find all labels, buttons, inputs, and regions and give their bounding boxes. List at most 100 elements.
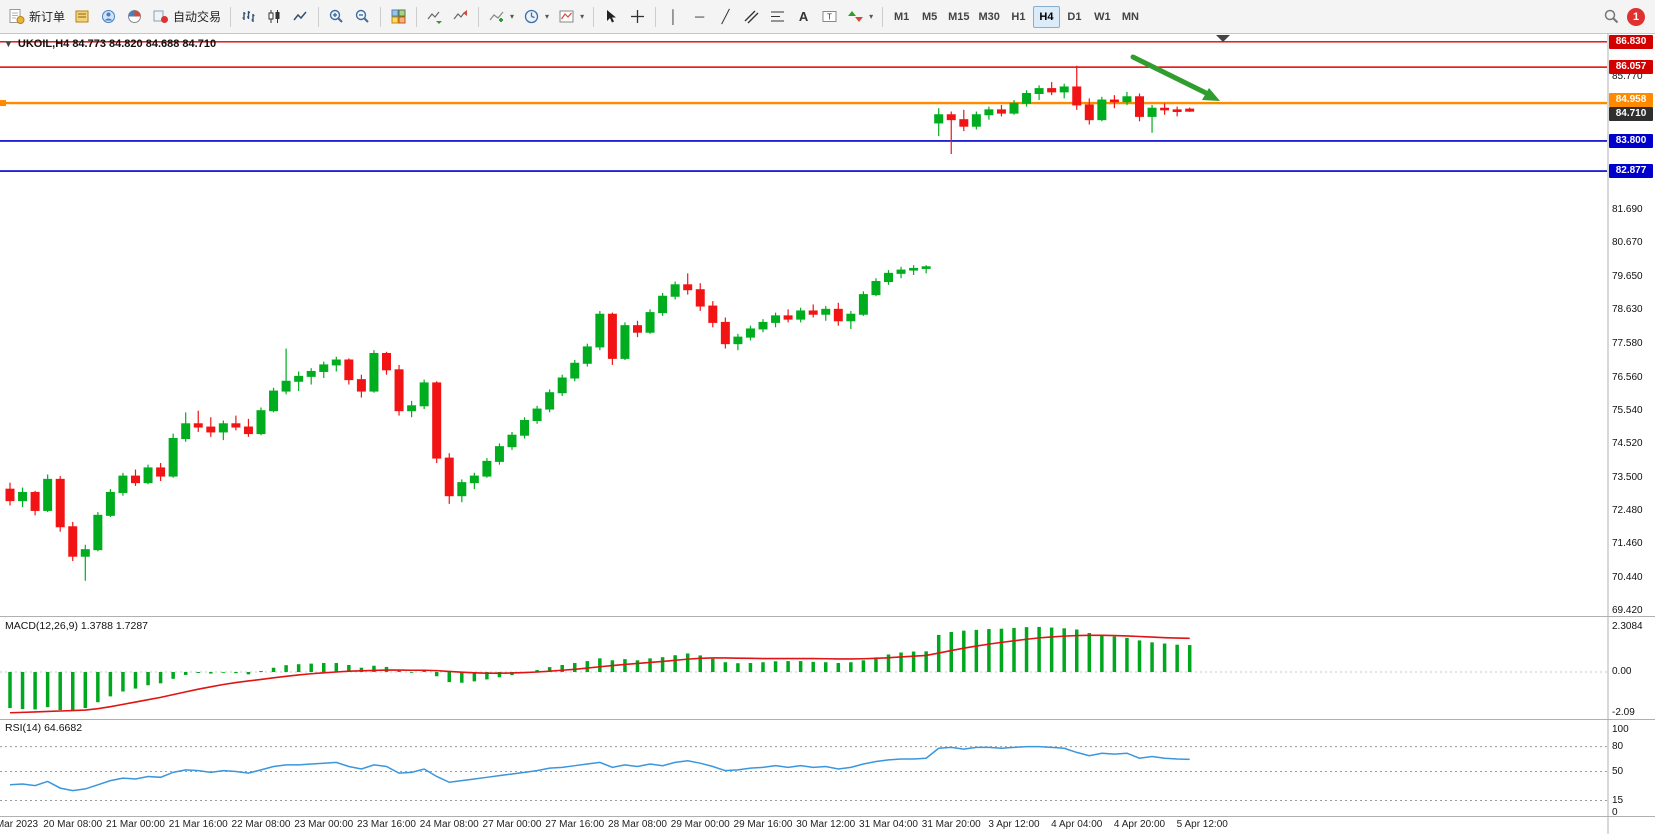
timeframe-button-d1[interactable]: D1 bbox=[1061, 6, 1088, 28]
tile-windows-icon bbox=[391, 9, 406, 24]
timeframe-button-h4[interactable]: H4 bbox=[1032, 5, 1060, 28]
price-tick-label: 71.460 bbox=[1612, 538, 1643, 550]
arrows-button[interactable]: ▾ bbox=[843, 4, 877, 29]
trendline-icon: ╱ bbox=[721, 9, 730, 24]
rsi-scale-label: 80 bbox=[1612, 740, 1624, 752]
search-button[interactable] bbox=[1599, 4, 1624, 29]
timeframe-button-m30[interactable]: M30 bbox=[975, 6, 1004, 28]
metaquotes-community-button[interactable] bbox=[122, 4, 147, 29]
indicators-button[interactable]: ▾ bbox=[484, 4, 518, 29]
dropdown-caret-icon: ▾ bbox=[580, 12, 585, 21]
cursor-button[interactable] bbox=[599, 4, 624, 29]
equidistant-channel-button[interactable] bbox=[739, 4, 764, 29]
cursor-icon bbox=[607, 10, 617, 23]
timeframe-button-mn[interactable]: MN bbox=[1117, 6, 1144, 28]
market-watch-icon bbox=[102, 10, 116, 23]
text-button[interactable]: A bbox=[791, 4, 816, 29]
arrows-icon bbox=[848, 11, 864, 22]
time-axis-label: 27 Mar 16:00 bbox=[545, 819, 605, 830]
zoom-in-button[interactable] bbox=[324, 4, 349, 29]
vertical-line-icon: │ bbox=[669, 9, 678, 24]
templates-button[interactable]: ▾ bbox=[554, 4, 588, 29]
time-axis-label: 27 Mar 00:00 bbox=[482, 819, 542, 830]
metaeditor-icon bbox=[75, 10, 89, 23]
time-axis-label: 30 Mar 12:00 bbox=[796, 819, 856, 830]
vertical-line-button[interactable]: │ bbox=[661, 4, 686, 29]
macd-scale-label: 2.3084 bbox=[1612, 620, 1643, 632]
text-label-icon: T bbox=[822, 11, 837, 22]
time-axis-label: 21 Mar 00:00 bbox=[106, 819, 165, 830]
time-axis-label: 31 Mar 04:00 bbox=[859, 819, 918, 830]
price-tick-label: 74.520 bbox=[1612, 438, 1643, 450]
macd-layer bbox=[0, 626, 1607, 714]
timeframe-button-m1[interactable]: M1 bbox=[888, 6, 915, 28]
new-order-icon bbox=[9, 9, 25, 24]
bar-chart-button[interactable] bbox=[236, 4, 261, 29]
time-axis-label: 31 Mar 20:00 bbox=[921, 819, 981, 830]
zoom-out-button[interactable] bbox=[350, 4, 375, 29]
toolbar-separator bbox=[230, 6, 232, 27]
text-icon: A bbox=[798, 9, 809, 24]
time-axis-label: 4 Apr 20:00 bbox=[1113, 819, 1166, 830]
new-order-button[interactable]: 新订单 bbox=[4, 4, 69, 29]
symbol-ohlc-text: UKOIL,H4 84.773 84.820 84.688 84.710 bbox=[17, 38, 217, 50]
svg-text:T: T bbox=[827, 13, 832, 22]
time-axis-label: 28 Mar 08:00 bbox=[608, 819, 667, 830]
time-axis-label: 22 Mar 08:00 bbox=[231, 819, 291, 830]
timeframe-button-m15[interactable]: M15 bbox=[944, 6, 973, 28]
price-tick-label: 73.500 bbox=[1612, 471, 1643, 483]
horizontal-line-button[interactable]: ─ bbox=[687, 4, 712, 29]
auto-scroll-icon bbox=[427, 11, 443, 24]
market-watch-button[interactable] bbox=[96, 4, 121, 29]
time-axis-label: 5 Apr 12:00 bbox=[1176, 819, 1228, 830]
new-order-label: 新订单 bbox=[29, 10, 66, 24]
timeframe-button-w1[interactable]: W1 bbox=[1089, 6, 1116, 28]
oneclick-trading-arrow-icon[interactable]: ▼ bbox=[4, 39, 13, 49]
chart-shift-marker bbox=[1216, 35, 1230, 42]
text-label-button[interactable]: T bbox=[817, 4, 842, 29]
price-level-lines bbox=[0, 41, 1607, 172]
time-axis-label: 23 Mar 16:00 bbox=[357, 819, 416, 830]
main-toolbar: 新订单 bbox=[0, 0, 1655, 34]
trendline-button[interactable]: ╱ bbox=[713, 4, 738, 29]
line-chart-icon bbox=[293, 11, 307, 21]
macd-scale-label: 0.00 bbox=[1612, 666, 1632, 677]
toolbar-separator bbox=[655, 6, 657, 27]
chart-shift-button[interactable] bbox=[448, 4, 473, 29]
timeframe-button-m5[interactable]: M5 bbox=[916, 6, 943, 28]
candlestick-chart-button[interactable] bbox=[262, 4, 287, 29]
price-tick-label: 79.650 bbox=[1612, 270, 1643, 282]
price-badge-83.800: 83.800 bbox=[1609, 133, 1653, 148]
notifications-badge[interactable]: 1 bbox=[1627, 7, 1645, 26]
line-chart-button[interactable] bbox=[288, 4, 313, 29]
periodicity-button[interactable]: ▾ bbox=[519, 4, 553, 29]
timeframe-button-h1[interactable]: H1 bbox=[1005, 6, 1032, 28]
price-tick-label: 72.480 bbox=[1612, 505, 1643, 517]
time-axis-label: 29 Mar 00:00 bbox=[670, 819, 730, 830]
autotrading-icon bbox=[153, 10, 169, 23]
fibonacci-button[interactable] bbox=[765, 4, 790, 29]
price-tick-label: 80.670 bbox=[1612, 237, 1643, 249]
rsi-layer bbox=[0, 745, 1607, 802]
price-tick-label: 78.630 bbox=[1612, 303, 1643, 315]
crosshair-button[interactable] bbox=[625, 4, 650, 29]
tile-windows-button[interactable] bbox=[386, 4, 411, 29]
rsi-scale-label: 50 bbox=[1612, 765, 1624, 777]
time-axis-label: 29 Mar 16:00 bbox=[733, 819, 793, 830]
price-badge-84.710: 84.710 bbox=[1609, 107, 1653, 122]
autotrading-button[interactable]: 自动交易 bbox=[148, 4, 225, 29]
price-tick-label: 85.770 bbox=[1612, 70, 1643, 82]
price-tick-label: 75.540 bbox=[1612, 405, 1643, 417]
autotrading-label: 自动交易 bbox=[173, 10, 222, 24]
panel-frames bbox=[0, 34, 1655, 834]
time-axis-label: 20 Mar 08:00 bbox=[43, 819, 103, 830]
metaeditor-button[interactable] bbox=[70, 4, 95, 29]
toolbar-separator bbox=[416, 6, 418, 27]
auto-scroll-button[interactable] bbox=[422, 4, 447, 29]
chart-window[interactable] bbox=[0, 34, 1655, 834]
toolbar-separator bbox=[478, 6, 480, 27]
price-tick-label: 76.560 bbox=[1612, 371, 1643, 383]
candles-layer bbox=[5, 65, 1195, 581]
